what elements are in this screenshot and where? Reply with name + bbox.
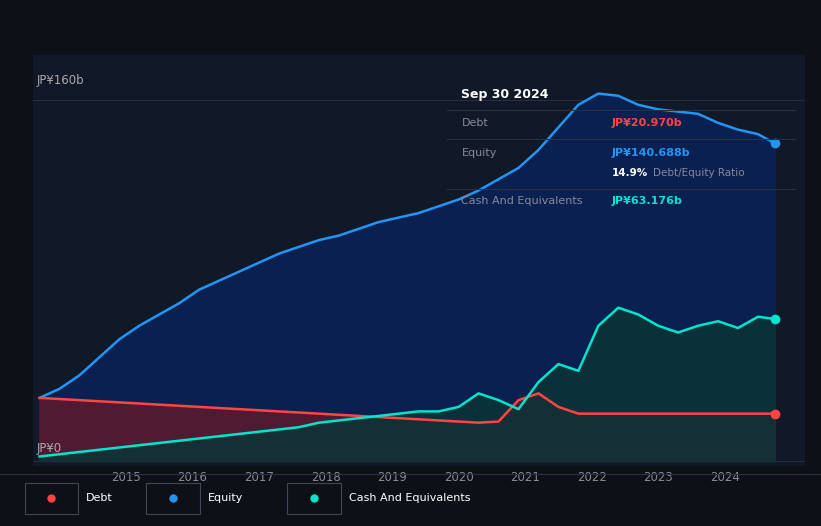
Text: JP¥63.176b: JP¥63.176b	[612, 196, 682, 206]
Text: JP¥140.688b: JP¥140.688b	[612, 148, 690, 158]
Text: 14.9%: 14.9%	[612, 168, 648, 178]
Text: Debt/Equity Ratio: Debt/Equity Ratio	[654, 168, 745, 178]
Text: JP¥0: JP¥0	[37, 442, 62, 455]
Text: JP¥20.970b: JP¥20.970b	[612, 118, 682, 128]
Text: Debt: Debt	[461, 118, 488, 128]
FancyBboxPatch shape	[146, 483, 200, 513]
Text: Cash And Equivalents: Cash And Equivalents	[461, 196, 583, 206]
Text: Cash And Equivalents: Cash And Equivalents	[349, 493, 470, 503]
FancyBboxPatch shape	[287, 483, 341, 513]
Text: Equity: Equity	[208, 493, 243, 503]
FancyBboxPatch shape	[25, 483, 78, 513]
Text: Debt: Debt	[86, 493, 113, 503]
Text: JP¥160b: JP¥160b	[37, 74, 85, 87]
Text: Equity: Equity	[461, 148, 497, 158]
Text: Sep 30 2024: Sep 30 2024	[461, 88, 549, 102]
